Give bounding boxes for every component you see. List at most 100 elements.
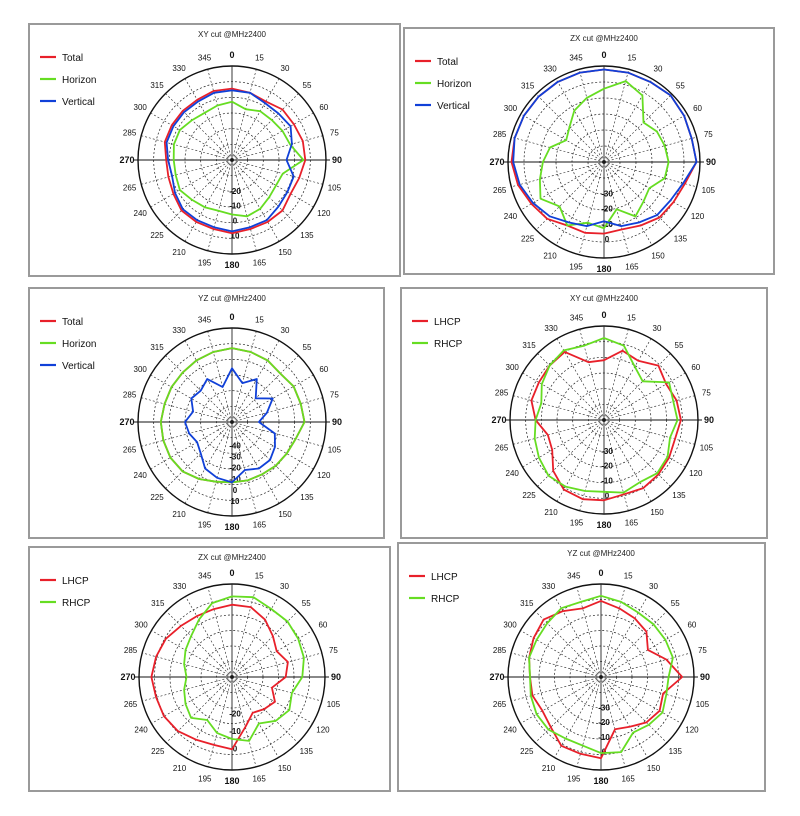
angle-tick-label: 60 — [687, 621, 696, 630]
angle-tick-label: 55 — [302, 599, 311, 608]
angle-tick-label: 225 — [522, 491, 536, 500]
grid-spoke — [231, 587, 257, 678]
angle-tick-label: 30 — [281, 326, 290, 335]
angle-tick-label: 315 — [520, 599, 534, 608]
angle-tick-label: 180 — [593, 776, 608, 786]
angle-tick-label: 270 — [119, 155, 134, 165]
angle-tick-label: 300 — [134, 365, 148, 374]
grid-spoke — [555, 161, 605, 246]
grid-spoke — [520, 630, 602, 678]
grid-spoke — [600, 630, 682, 678]
angle-tick-label: 285 — [123, 129, 137, 138]
angle-tick-label: 285 — [495, 389, 509, 398]
angle-tick-label: 150 — [278, 248, 292, 257]
legend-label: Horizon — [62, 339, 96, 350]
angle-tick-label: 15 — [627, 54, 636, 63]
radial-tick-label: -20 — [601, 205, 613, 214]
grid-spoke — [603, 161, 673, 231]
grid-spoke — [151, 630, 233, 678]
radial-tick-label: -10 — [601, 477, 613, 486]
angle-tick-label: 75 — [329, 646, 338, 655]
radial-tick-label: -20 — [229, 187, 241, 196]
angle-tick-label: 210 — [172, 248, 186, 257]
angle-tick-label: 90 — [706, 157, 716, 167]
angle-tick-label: 60 — [691, 363, 700, 372]
angle-tick-label: 135 — [669, 747, 683, 756]
grid-spoke — [600, 676, 667, 743]
polar-chart-svg: ZX cut @MHz2400 0 15 30 55 60 75 90 105 120 135 150… — [40, 553, 341, 786]
angle-tick-label: 240 — [504, 212, 518, 221]
angle-tick-label: 265 — [123, 445, 137, 454]
angle-tick-label: 55 — [303, 343, 312, 352]
chart-title: ZX cut @MHz2400 — [570, 34, 638, 43]
grid-spoke — [603, 161, 688, 211]
radial-tick-label: 0 — [233, 217, 238, 226]
grid-spoke — [535, 611, 602, 678]
radial-tick-label: 10 — [231, 231, 240, 240]
angle-tick-label: 90 — [704, 415, 714, 425]
angle-tick-label: 210 — [542, 764, 556, 773]
angle-tick-label: 75 — [702, 389, 711, 398]
grid-spoke — [151, 676, 233, 724]
angle-tick-label: 120 — [691, 212, 705, 221]
angle-tick-label: 240 — [134, 471, 148, 480]
angle-tick-label: 75 — [330, 129, 339, 138]
angle-tick-label: 150 — [278, 510, 292, 519]
angle-tick-label: 120 — [685, 726, 699, 735]
radial-tick-label: -10 — [598, 733, 610, 742]
angle-tick-label: 300 — [504, 104, 518, 113]
angle-tick-label: 135 — [300, 747, 314, 756]
grid-spoke — [231, 676, 313, 724]
angle-tick-label: 135 — [300, 493, 314, 502]
grid-spoke — [184, 421, 233, 504]
angle-tick-label: 105 — [700, 443, 714, 452]
chart-title: YZ cut @MHz2400 — [567, 549, 635, 558]
grid-spoke — [511, 652, 602, 678]
grid-spoke — [535, 676, 602, 743]
radial-tick-label: 0 — [605, 491, 610, 500]
series-line-rhcp — [528, 594, 674, 755]
angle-tick-label: 330 — [172, 64, 186, 73]
legend-label: LHCP — [62, 576, 89, 587]
angle-tick-label: 345 — [198, 316, 212, 325]
chart-title: XY cut @MHz2400 — [570, 294, 639, 303]
grid-spoke — [231, 676, 298, 743]
angle-tick-label: 15 — [255, 54, 264, 63]
polar-chart-svg: ZX cut @MHz2400 0 15 30 55 60 75 90 105 120 135 150… — [415, 34, 716, 274]
angle-tick-label: 345 — [198, 54, 212, 63]
grid-spoke — [537, 419, 605, 487]
series-line-total — [163, 87, 307, 235]
polar-chart-svg: XY cut @MHz2400 0 15 30 55 60 75 90 105 120 135 150… — [40, 30, 342, 270]
angle-tick-label: 225 — [150, 231, 164, 240]
grid-spoke — [142, 652, 233, 678]
angle-tick-label: 210 — [543, 252, 557, 261]
angle-tick-label: 55 — [303, 81, 312, 90]
angle-tick-label: 285 — [493, 130, 507, 139]
angle-tick-label: 165 — [253, 258, 267, 267]
chart-panel-zx-total: ZX cut @MHz2400 0 15 30 55 60 75 90 105 120 135 150… — [403, 27, 775, 275]
angle-tick-label: 180 — [224, 260, 239, 270]
angle-tick-label: 330 — [544, 324, 558, 333]
angle-tick-label: 195 — [198, 520, 212, 529]
chart-panel-xy-cp: XY cut @MHz2400 0 15 30 55 60 75 90 105 120 135 150… — [400, 287, 768, 539]
angle-tick-label: 105 — [328, 445, 342, 454]
grid-spoke — [535, 93, 605, 163]
angle-tick-label: 285 — [493, 646, 507, 655]
angle-tick-label: 0 — [598, 568, 603, 578]
angle-tick-label: 120 — [317, 471, 331, 480]
angle-tick-label: 0 — [229, 50, 234, 60]
grid-spoke — [603, 161, 697, 188]
angle-tick-label: 265 — [123, 183, 137, 192]
angle-tick-label: 60 — [318, 621, 327, 630]
angle-tick-label: 315 — [150, 343, 164, 352]
angle-tick-label: 30 — [649, 582, 658, 591]
angle-tick-label: 225 — [520, 747, 534, 756]
angle-tick-label: 75 — [704, 130, 713, 139]
angle-tick-label: 345 — [567, 572, 581, 581]
angle-tick-label: 90 — [700, 672, 710, 682]
series-line-lhcp — [530, 349, 682, 502]
angle-tick-label: 195 — [198, 258, 212, 267]
angle-tick-label: 135 — [674, 234, 688, 243]
grid-spoke — [166, 676, 233, 743]
grid-spoke — [166, 611, 233, 678]
